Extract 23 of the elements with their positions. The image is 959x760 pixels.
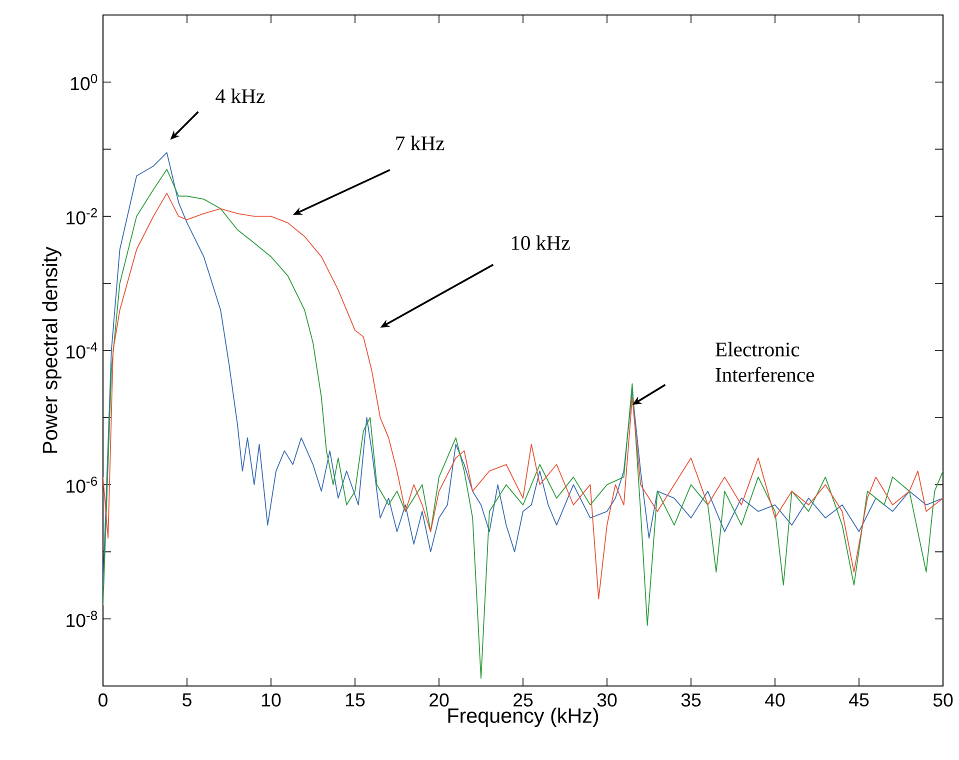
- x-tick-label: 40: [765, 693, 785, 707]
- y-axis-title: Power spectral density: [42, 246, 62, 453]
- y-tick-label: 10$^{-4}$: [66, 342, 98, 359]
- x-tick-label: 35: [681, 693, 701, 707]
- line-series: [103, 168, 944, 679]
- y-tick-label: 10$^{-8}$: [66, 610, 98, 628]
- annotation: 7 kHz: [396, 136, 444, 150]
- x-tick-label: 25: [514, 693, 533, 707]
- x-tick-label: 0: [98, 693, 108, 707]
- x-tick-label: 5: [182, 693, 192, 706]
- x-tick-label: 30: [597, 693, 617, 707]
- annotation: 10 kHz: [512, 235, 570, 250]
- x-tick-label: 45: [849, 693, 869, 706]
- x-axis-title: Frequency (kHz): [448, 708, 598, 728]
- y-tick-label: 10$^{0}$: [71, 74, 98, 90]
- y-tick-label: 10$^{-2}$: [66, 208, 97, 224]
- x-tick-label: 15: [346, 693, 365, 706]
- y-tick-label: 10$^{-6}$: [66, 476, 98, 493]
- x-tick-label: 50: [933, 693, 953, 707]
- x-tick-label: 20: [430, 693, 449, 707]
- x-tick-label: 10: [262, 693, 281, 707]
- annotation: 4 kHz: [216, 88, 265, 103]
- annotation: Electronic Interference: [716, 342, 814, 382]
